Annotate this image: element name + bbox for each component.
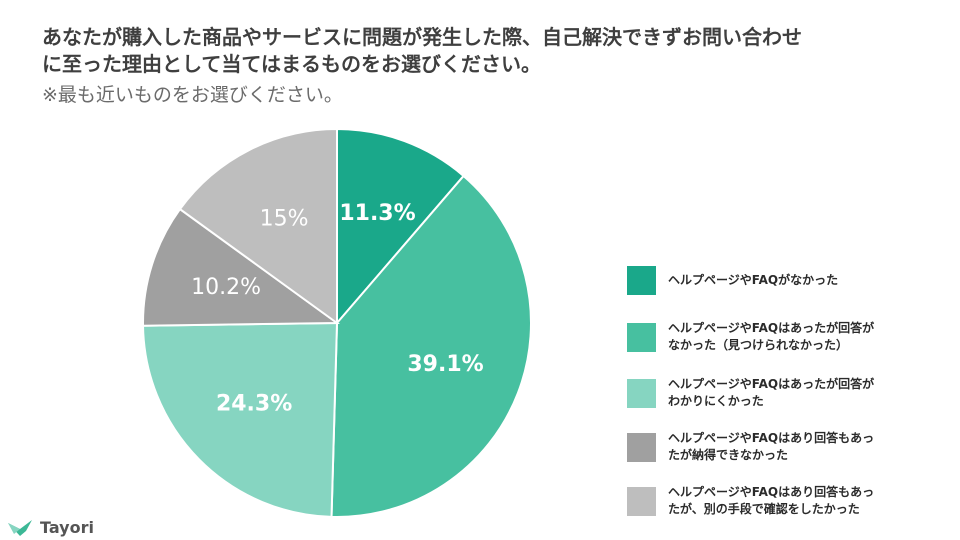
legend-item: ヘルプページやFAQはあり回答もあっ たが、別の手段で確認をしたかった xyxy=(627,484,953,518)
pie-slice xyxy=(142,207,341,327)
legend-label-line-2: たが納得できなかった xyxy=(668,448,789,462)
pie-slice xyxy=(336,127,465,326)
legend-swatch xyxy=(627,378,656,408)
chart-title: あなたが購入した商品やサービスに問題が発生した際、自己解決できずお問い合わせ に… xyxy=(42,24,922,78)
legend-label-line-1: ヘルプページやFAQがなかった xyxy=(668,273,839,287)
pie-slice xyxy=(142,321,339,518)
legend-item: ヘルプページやFAQがなかった xyxy=(627,266,953,295)
pie-slice-label: 39.1% xyxy=(407,352,483,377)
bird-logo-icon xyxy=(8,519,32,536)
chart-title-line-1: あなたが購入した商品やサービスに問題が発生した際、自己解決できずお問い合わせ xyxy=(42,25,802,49)
pie-slice-label: 15% xyxy=(260,206,309,231)
pie-slice xyxy=(330,174,532,518)
legend-swatch xyxy=(627,266,656,295)
brand-name: Tayori xyxy=(40,518,94,537)
pie-slice-label: 11.3% xyxy=(339,201,415,226)
pie-slice-label: 24.3% xyxy=(216,392,292,417)
legend-item: ヘルプページやFAQはあったが回答が なかった（見つけられなかった） xyxy=(627,320,953,354)
legend-swatch xyxy=(627,486,656,516)
legend-label-line-2: なかった（見つけられなかった） xyxy=(668,338,849,352)
legend-label-line-2: たが、別の手段で確認をしたかった xyxy=(668,502,860,516)
brand-logo: Tayori xyxy=(6,518,94,537)
legend-label-line-1: ヘルプページやFAQはあったが回答が xyxy=(668,377,875,391)
chart-title-line-2: に至った理由として当てはまるものをお選びください。 xyxy=(42,52,541,76)
chart-subtitle: ※最も近いものをお選びください。 xyxy=(42,84,343,106)
pie-slice xyxy=(178,127,338,325)
legend-item: ヘルプページやFAQはあったが回答が わかりにくかった xyxy=(627,376,953,410)
pie-slice-label: 10.2% xyxy=(191,275,261,300)
legend-swatch xyxy=(627,322,656,352)
legend-label-line-1: ヘルプページやFAQはあり回答もあっ xyxy=(668,485,875,499)
legend-item: ヘルプページやFAQはあり回答もあっ たが納得できなかった xyxy=(627,430,953,464)
legend-label-line-1: ヘルプページやFAQはあり回答もあっ xyxy=(668,431,875,445)
legend-label-line-1: ヘルプページやFAQはあったが回答が xyxy=(668,321,875,335)
legend-swatch xyxy=(627,432,656,462)
legend-label-line-2: わかりにくかった xyxy=(668,394,764,408)
